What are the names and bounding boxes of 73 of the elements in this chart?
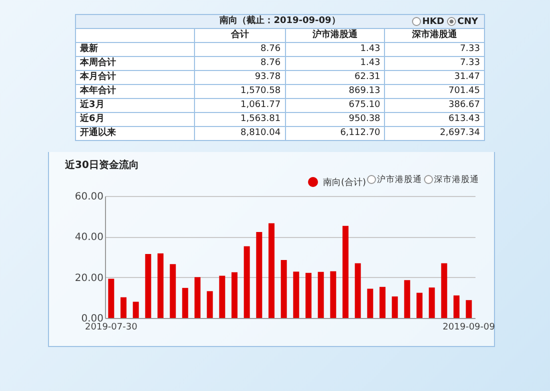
text: 8.76 [194, 56, 286, 70]
text: 深市港股通 [384, 28, 484, 42]
bar [306, 272, 312, 318]
bar [416, 292, 422, 318]
text: 南向（截止：2019-09-09） [220, 16, 340, 26]
text: 1,563.81 [194, 112, 286, 126]
text: 675.10 [285, 98, 385, 112]
text: 1.43 [285, 42, 385, 56]
bar [466, 300, 472, 318]
bar [132, 302, 139, 318]
bar [441, 263, 448, 318]
text: 7.33 [384, 56, 484, 70]
text: 1,570.58 [194, 84, 286, 98]
bar [194, 277, 200, 318]
y-tick-label: 40.00 [74, 232, 104, 244]
text: 7.33 [384, 42, 484, 56]
text: 本周合计 [76, 56, 194, 70]
bar [206, 291, 213, 318]
bar [219, 276, 226, 318]
bar [342, 226, 348, 318]
bar [170, 264, 176, 318]
text: 最新 [76, 42, 194, 56]
text: 93.78 [194, 70, 286, 84]
text: 本月合计 [76, 70, 194, 84]
bar [145, 254, 152, 318]
bar [182, 288, 188, 318]
bar [428, 288, 435, 318]
bar [293, 272, 300, 318]
text: 开通以来 [76, 126, 194, 140]
legend-label: 南向(合计) [323, 177, 366, 188]
text: 6,112.70 [285, 126, 385, 140]
x-tick-label: 2019-07-30 [85, 322, 138, 332]
text: 386.67 [384, 98, 484, 112]
bar [232, 272, 238, 318]
text: 31.47 [384, 70, 484, 84]
bar [120, 297, 126, 318]
chart-title: 近30日资金流向 [64, 159, 139, 171]
text: 本年合计 [76, 84, 194, 98]
text: 701.45 [384, 84, 484, 98]
y-tick-label: 60.00 [74, 192, 104, 202]
text: 950.38 [285, 112, 385, 126]
text: 合计 [194, 28, 286, 42]
text: 1.43 [285, 56, 385, 70]
text: 1,061.77 [194, 98, 286, 112]
bar [280, 260, 287, 318]
text: 沪市港股通 [376, 175, 422, 185]
text: 深市港股通 [433, 175, 479, 185]
bar [158, 253, 164, 318]
bar [268, 223, 274, 318]
bar [380, 286, 386, 318]
bar [108, 278, 114, 318]
text: 8,810.04 [194, 126, 286, 140]
text: 8.76 [194, 42, 286, 56]
text: 62.31 [285, 70, 385, 84]
bar [392, 296, 398, 318]
text: 613.43 [384, 112, 484, 126]
text: 近6月 [76, 112, 194, 126]
text: HKD [422, 17, 444, 27]
y-tick-label: 20.00 [74, 272, 104, 284]
bar [318, 272, 324, 318]
text: CNY [457, 17, 478, 27]
text: 869.13 [285, 84, 385, 98]
bar [354, 263, 361, 318]
bar [404, 280, 410, 318]
bar [244, 246, 250, 318]
bar [367, 288, 374, 318]
text: 2,697.34 [384, 126, 484, 140]
bar [454, 295, 460, 318]
x-tick-label: 2019-09-09 [442, 322, 496, 332]
bar [330, 271, 336, 318]
bar [256, 232, 262, 318]
text: 近3月 [76, 98, 194, 112]
text: 沪市港股通 [285, 28, 385, 42]
